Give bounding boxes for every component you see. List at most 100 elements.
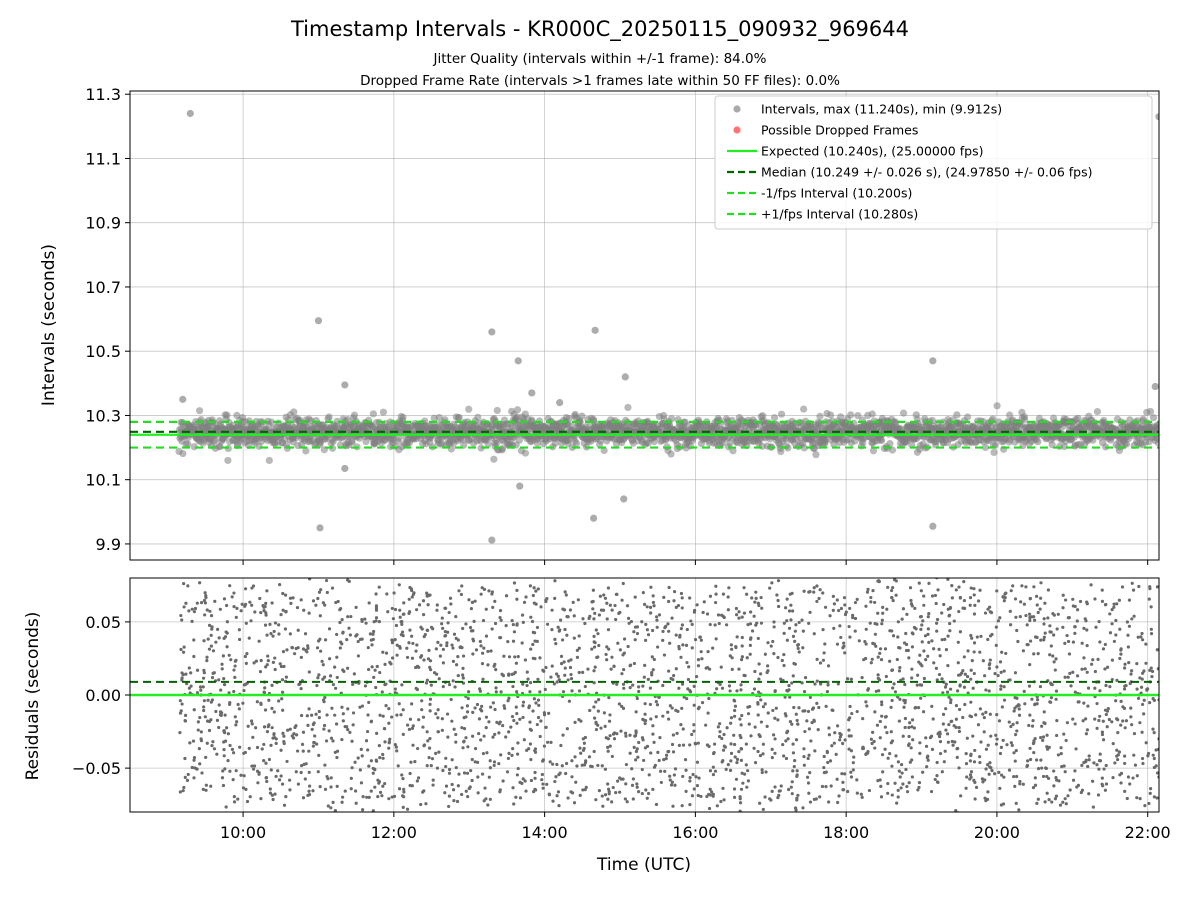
residual-point: [652, 740, 656, 744]
interval-point: [812, 451, 820, 459]
residual-point: [341, 630, 345, 634]
residual-point: [219, 688, 223, 692]
residual-point: [356, 654, 361, 658]
residual-point: [560, 764, 564, 768]
residual-point: [1116, 731, 1120, 735]
residual-point: [1034, 758, 1039, 762]
interval-outlier-point: [590, 514, 598, 522]
residual-point: [597, 643, 601, 648]
residual-point: [405, 646, 409, 650]
residual-point: [270, 601, 274, 605]
residual-point: [369, 759, 373, 763]
residual-point: [247, 746, 251, 750]
residual-point: [243, 604, 247, 608]
residual-point: [489, 649, 493, 653]
residual-point: [252, 767, 256, 771]
residual-point: [411, 743, 415, 747]
residual-point: [1117, 750, 1122, 754]
residual-point: [637, 689, 641, 694]
residual-point: [1116, 757, 1120, 762]
residual-point: [930, 639, 934, 643]
residual-point: [937, 735, 942, 739]
residual-point: [493, 621, 498, 626]
residual-point: [1093, 597, 1097, 601]
residual-point: [366, 713, 370, 717]
residual-point: [223, 713, 227, 717]
residual-point: [274, 741, 278, 745]
residual-point: [790, 722, 794, 726]
residual-point: [335, 755, 339, 760]
residual-point: [566, 678, 570, 682]
residual-point: [791, 674, 795, 678]
residual-point: [422, 658, 426, 662]
residual-point: [564, 593, 568, 597]
residual-point: [599, 726, 603, 730]
residual-point: [715, 804, 719, 808]
residual-point: [394, 745, 398, 749]
residual-point: [557, 804, 561, 808]
residual-point: [871, 589, 875, 593]
residual-point: [370, 665, 374, 669]
residual-point: [445, 643, 449, 648]
residual-point: [935, 629, 939, 633]
residual-point: [650, 655, 654, 659]
residual-point: [708, 793, 712, 797]
residual-point: [1110, 607, 1114, 612]
residual-point: [908, 721, 912, 725]
residual-point: [936, 588, 940, 592]
residual-point: [984, 747, 989, 751]
residual-point: [1126, 645, 1130, 649]
residual-point: [753, 669, 757, 674]
residual-point: [1095, 726, 1099, 730]
residual-point: [795, 773, 799, 777]
residual-point: [901, 734, 905, 738]
interval-point: [800, 405, 808, 413]
residual-point: [672, 773, 676, 777]
residual-point: [388, 660, 392, 664]
residual-point: [695, 603, 699, 607]
residual-point: [594, 628, 598, 632]
residual-point: [998, 616, 1002, 620]
residual-point: [183, 713, 188, 717]
residual-point: [886, 791, 890, 795]
interval-point: [184, 440, 192, 448]
residual-point: [190, 765, 194, 770]
residual-point: [346, 615, 350, 619]
residual-point: [234, 615, 238, 619]
residual-point: [354, 789, 358, 793]
residual-point: [316, 676, 320, 680]
residual-point: [453, 685, 457, 689]
residual-point: [646, 791, 651, 796]
residual-point: [307, 611, 311, 615]
residual-point: [1036, 652, 1040, 656]
residual-point: [690, 646, 694, 650]
residual-point: [1152, 731, 1156, 735]
residual-point: [1111, 776, 1115, 780]
residual-point: [346, 707, 350, 711]
residual-point: [207, 623, 212, 627]
residual-point: [484, 715, 489, 719]
residual-point: [749, 610, 753, 614]
interval-point: [1155, 424, 1159, 432]
interval-point: [369, 410, 377, 418]
residual-point: [879, 795, 884, 799]
residual-point: [195, 668, 200, 672]
residual-point: [1059, 746, 1063, 750]
interval-outlier-point: [621, 373, 629, 381]
residual-point: [778, 789, 782, 793]
residual-point: [365, 729, 370, 734]
residual-point: [1110, 622, 1114, 626]
residual-point: [333, 808, 337, 812]
residual-point: [225, 645, 229, 649]
residual-point: [358, 768, 362, 772]
interval-point: [493, 439, 501, 447]
residual-point: [476, 775, 480, 779]
residual-point: [791, 751, 796, 755]
residual-point: [827, 733, 831, 737]
residual-point: [465, 771, 470, 775]
interval-point: [290, 408, 298, 416]
residual-point: [181, 789, 185, 793]
residual-point: [946, 578, 950, 581]
residual-point: [748, 643, 752, 647]
